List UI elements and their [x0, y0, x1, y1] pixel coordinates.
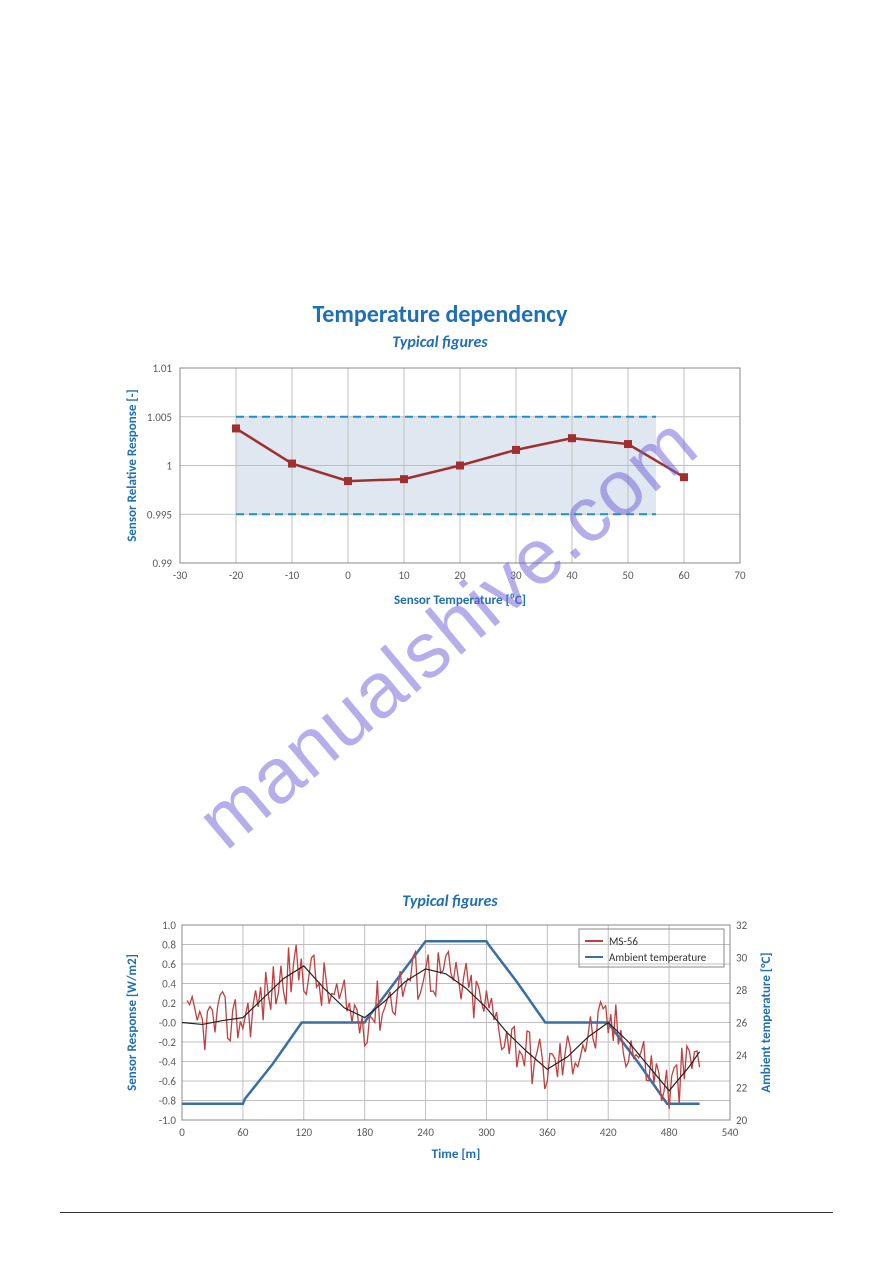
svg-text:30: 30 — [510, 569, 522, 582]
svg-text:Sensor Temperature [⁰C]: Sensor Temperature [⁰C] — [394, 593, 526, 608]
svg-text:30: 30 — [736, 952, 748, 965]
chart1-svg: -30 -20 -10 0 10 20 30 40 50 60 70 0.99 0.995 1 1.005 1… — [120, 358, 760, 608]
svg-text:0.6: 0.6 — [162, 958, 176, 971]
svg-text:24: 24 — [736, 1049, 748, 1062]
svg-text:180: 180 — [356, 1126, 373, 1139]
svg-text:Ambient temperature: Ambient temperature — [609, 951, 707, 964]
chart2-svg: 0 60 120 180 240 300 360 420 480 540 -1.0 -0.8 -0.6 -… — [120, 917, 780, 1162]
svg-text:Sensor Response [W/m2]: Sensor Response [W/m2] — [125, 954, 140, 1091]
svg-text:0.8: 0.8 — [162, 939, 176, 952]
svg-text:0.99: 0.99 — [152, 557, 172, 570]
svg-text:Time [m]: Time [m] — [432, 1147, 481, 1162]
svg-text:240: 240 — [417, 1126, 434, 1139]
svg-text:28: 28 — [736, 984, 748, 997]
svg-text:50: 50 — [622, 569, 634, 582]
svg-text:-0.6: -0.6 — [159, 1075, 177, 1088]
svg-text:MS-56: MS-56 — [609, 935, 638, 948]
svg-text:0.995: 0.995 — [147, 508, 172, 521]
svg-text:20: 20 — [454, 569, 466, 582]
svg-text:10: 10 — [398, 569, 410, 582]
svg-text:0: 0 — [345, 569, 351, 582]
svg-text:300: 300 — [478, 1126, 495, 1139]
svg-text:0.4: 0.4 — [162, 978, 176, 991]
svg-text:1.005: 1.005 — [147, 411, 172, 424]
svg-text:-0.8: -0.8 — [159, 1095, 177, 1108]
svg-text:32: 32 — [736, 919, 748, 932]
svg-text:120: 120 — [295, 1126, 312, 1139]
svg-text:480: 480 — [661, 1126, 678, 1139]
svg-text:1.01: 1.01 — [152, 362, 172, 375]
svg-text:420: 420 — [600, 1126, 617, 1139]
svg-text:-10: -10 — [285, 569, 300, 582]
svg-text:-1.0: -1.0 — [159, 1114, 177, 1127]
svg-text:540: 540 — [722, 1126, 739, 1139]
chart-typical-figures: Typical figures 0 60 120 180 240 300 360 420 480… — [120, 888, 780, 1162]
svg-text:40: 40 — [566, 569, 578, 582]
chart-temperature-dependency: Temperature dependency Typical figures -… — [120, 300, 760, 608]
svg-text:-0.2: -0.2 — [159, 1036, 177, 1049]
svg-text:-0.0: -0.0 — [159, 1017, 177, 1030]
svg-text:0: 0 — [179, 1126, 185, 1139]
chart1-subtitle: Typical figures — [120, 333, 760, 352]
svg-text:1: 1 — [166, 460, 172, 473]
svg-text:360: 360 — [539, 1126, 556, 1139]
svg-text:0.2: 0.2 — [162, 997, 176, 1010]
svg-text:20: 20 — [736, 1114, 748, 1127]
svg-text:60: 60 — [237, 1126, 249, 1139]
svg-text:22: 22 — [736, 1082, 748, 1095]
svg-text:-0.4: -0.4 — [159, 1056, 177, 1069]
footer-divider — [60, 1212, 833, 1213]
svg-text:Ambient temperature [°C]: Ambient temperature [°C] — [759, 952, 774, 1092]
chart1-title: Temperature dependency — [120, 300, 760, 329]
chart2-subtitle: Typical figures — [120, 892, 780, 911]
svg-text:-20: -20 — [229, 569, 244, 582]
svg-text:Sensor Relative Response [-]: Sensor Relative Response [-] — [125, 389, 140, 542]
svg-text:1.0: 1.0 — [162, 919, 176, 932]
svg-text:26: 26 — [736, 1017, 748, 1030]
svg-text:70: 70 — [734, 569, 746, 582]
svg-text:60: 60 — [678, 569, 690, 582]
svg-text:-30: -30 — [173, 569, 188, 582]
